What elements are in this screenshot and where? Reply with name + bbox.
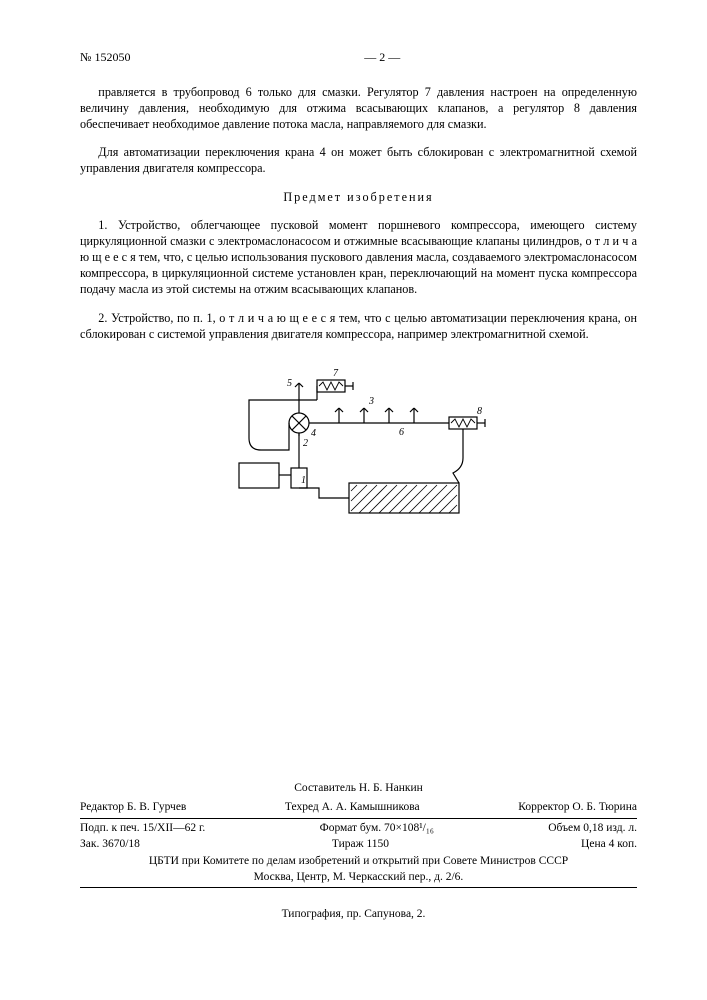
header-spacer [634, 50, 637, 66]
diagram-label-7: 7 [333, 368, 339, 379]
divider [80, 887, 637, 888]
divider [80, 818, 637, 819]
doc-number: № 152050 [80, 50, 130, 66]
diagram-label-2: 2 [303, 438, 308, 449]
compiler: Составитель Н. Б. Нанкин [80, 781, 637, 796]
diagram-label-4: 4 [311, 428, 316, 439]
diagram-label-6: 6 [399, 427, 404, 438]
corrector: Корректор О. Б. Тюрина [518, 800, 637, 815]
page-header: № 152050 — 2 — [80, 50, 637, 66]
address: Москва, Центр, М. Черкасский пер., д. 2/… [80, 870, 637, 885]
claim-1: 1. Устройство, облегчающее пусковой моме… [80, 217, 637, 297]
diagram-label-8: 8 [477, 406, 482, 417]
paper-format: Формат бум. 70×108¹/₁₆ [320, 821, 434, 836]
order-no: Зак. 3670/18 [80, 837, 140, 852]
diagram-label-1: 1 [301, 475, 306, 486]
colophon: Составитель Н. Б. Нанкин Редактор Б. В. … [80, 781, 637, 890]
diagram-label-5: 5 [287, 378, 292, 389]
page-number: — 2 — [364, 50, 400, 66]
organization: ЦБТИ при Комитете по делам изобретений и… [80, 854, 637, 869]
print-date: Подп. к печ. 15/XII—62 г. [80, 821, 205, 836]
claims-title: Предмет изобретения [80, 189, 637, 205]
page: № 152050 — 2 — правляется в трубопровод … [0, 0, 707, 1000]
editor: Редактор Б. В. Гурчев [80, 800, 186, 815]
schematic-diagram: 1 2 3 4 5 6 7 8 [209, 358, 509, 528]
diagram-label-3: 3 [368, 396, 374, 407]
volume: Объем 0,18 изд. л. [548, 821, 637, 836]
body-paragraph-1: правляется в трубопровод 6 только для см… [80, 84, 637, 132]
print-run: Тираж 1150 [332, 837, 389, 852]
techred: Техред А. А. Камышникова [285, 800, 420, 815]
claim-2: 2. Устройство, по п. 1, о т л и ч а ю щ … [80, 310, 637, 342]
printer-line: Типография, пр. Сапунова, 2. [0, 907, 707, 922]
price: Цена 4 коп. [581, 837, 637, 852]
body-paragraph-2: Для автоматизации переключения крана 4 о… [80, 144, 637, 176]
